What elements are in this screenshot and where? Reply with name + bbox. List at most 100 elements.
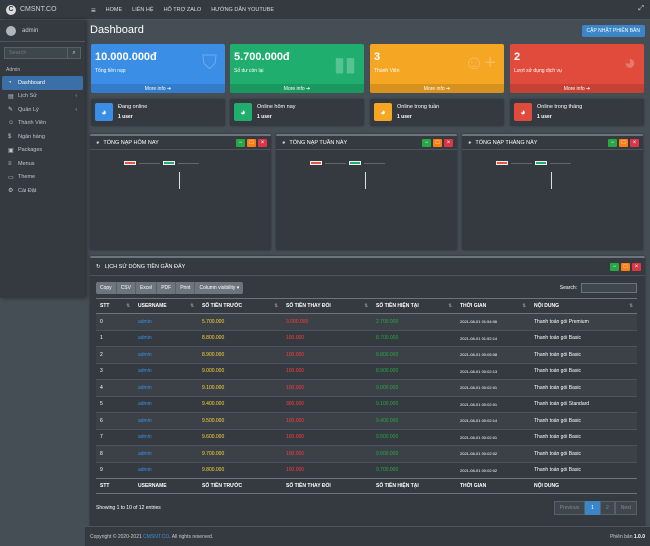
- table-cell[interactable]: admin: [134, 362, 198, 380]
- table-cell[interactable]: admin: [134, 346, 198, 363]
- sidebar-item-menu[interactable]: ≡ Menus: [2, 157, 83, 171]
- export-print-button[interactable]: Print: [176, 282, 196, 294]
- sort-icon[interactable]: ⇅: [126, 303, 130, 308]
- export-pdf-button[interactable]: PDF: [157, 282, 177, 294]
- column-header[interactable]: STT ⇅: [96, 298, 134, 314]
- table-cell[interactable]: admin: [134, 445, 198, 462]
- legend-swatch[interactable]: [496, 161, 508, 165]
- bag-icon: ⛉: [202, 52, 217, 74]
- history-table: STT ⇅ USERNAME ⇅ SỐ TIỀN TRƯỚC ⇅ SỐ TIỀN THAY …: [96, 298, 637, 494]
- table-cell[interactable]: admin: [134, 428, 198, 446]
- close-icon[interactable]: ×: [444, 139, 453, 147]
- column-footer: STT: [96, 478, 134, 494]
- maximize-icon[interactable]: □: [621, 263, 630, 271]
- sort-icon[interactable]: ⇅: [448, 303, 452, 308]
- nav-link-home[interactable]: HOME: [105, 7, 123, 13]
- close-icon[interactable]: ×: [632, 263, 641, 271]
- more-info-link[interactable]: More info ➔: [510, 84, 644, 93]
- update-version-button[interactable]: CẬP NHẬT PHIÊN BẢN: [581, 25, 645, 37]
- table-header-row: STT ⇅ USERNAME ⇅ SỐ TIỀN TRƯỚC ⇅ SỐ TIỀN THAY …: [96, 298, 637, 314]
- close-icon[interactable]: ×: [630, 139, 639, 147]
- table-cell[interactable]: admin: [134, 412, 198, 429]
- legend-text: ———————: [511, 161, 532, 165]
- legend-text: ———————: [178, 161, 199, 165]
- nav-link-zalo[interactable]: HỖ TRỢ ZALO: [163, 7, 202, 13]
- table-search-input[interactable]: [581, 283, 637, 293]
- column-header[interactable]: NỘI DUNG ⇅: [530, 298, 637, 314]
- table-cell: 100.000: [282, 379, 372, 396]
- version-info: Phiên bản 1.0.0: [610, 534, 645, 540]
- sidebar-item-users[interactable]: ☺ Thành Viên: [2, 117, 83, 131]
- hamburger-menu-icon[interactable]: ≡: [91, 5, 96, 15]
- pie-icon: ◕: [514, 103, 532, 121]
- table-cell: 9.400.000: [198, 395, 282, 413]
- table-cell[interactable]: admin: [134, 395, 198, 413]
- table-cell[interactable]: admin: [134, 313, 198, 330]
- close-icon[interactable]: ×: [258, 139, 267, 147]
- column-header[interactable]: SỐ TIỀN TRƯỚC ⇅: [198, 298, 282, 314]
- table-cell: 4: [96, 379, 134, 396]
- nav-link-youtube[interactable]: HƯỚNG DẪN YOUTUBE: [211, 7, 274, 13]
- sidebar-item-label: Dashboard: [18, 79, 45, 86]
- sidebar-item-package[interactable]: ▣ Packages: [2, 144, 83, 158]
- chart-axis: [551, 172, 552, 189]
- column-header[interactable]: USERNAME ⇅: [134, 298, 198, 314]
- stat-box: 2 Lượt sử dụng dịch vụ ◕ More info ➔: [510, 44, 644, 93]
- export-copy-button[interactable]: Copy: [96, 282, 117, 294]
- stat-box: 5.700.000đ Số dư còn lại ▮▮ More info ➔: [230, 44, 364, 93]
- pager-previous-button[interactable]: Previous: [553, 501, 586, 515]
- table-cell: 2021-08-01 00:05:08: [456, 346, 530, 363]
- sidebar-item-manage[interactable]: ✎ Quản Lý ‹: [2, 103, 83, 117]
- legend-swatch[interactable]: [349, 161, 361, 165]
- export-excel-button[interactable]: Excel: [135, 282, 158, 294]
- table-cell: 8.900.000: [198, 346, 282, 363]
- column-header[interactable]: THỜI GIAN ⇅: [456, 298, 530, 314]
- menu-icon: ≡: [8, 160, 12, 167]
- fullscreen-icon[interactable]: ⤢: [638, 5, 644, 12]
- sort-icon[interactable]: ⇅: [190, 303, 194, 308]
- minimize-icon[interactable]: −: [610, 263, 619, 271]
- legend-swatch[interactable]: [535, 161, 547, 165]
- sidebar-search-input[interactable]: [4, 47, 68, 59]
- export-column-button[interactable]: Column visibility ▾: [195, 282, 244, 294]
- search-icon[interactable]: ⌕: [68, 47, 81, 59]
- sort-icon[interactable]: ⇅: [274, 303, 278, 308]
- sidebar-item-theme[interactable]: ▭ Theme: [2, 171, 83, 185]
- nav-link-contact[interactable]: LIÊN HỆ: [132, 7, 154, 13]
- sidebar-item-history[interactable]: ▤ Lịch Sử ‹: [2, 90, 83, 104]
- table-cell[interactable]: admin: [134, 329, 198, 347]
- column-header[interactable]: SỐ TIỀN HIỆN TẠI ⇅: [372, 298, 456, 314]
- sidebar-item-label: Theme: [18, 174, 36, 181]
- more-info-link[interactable]: More info ➔: [370, 84, 504, 93]
- table-cell[interactable]: admin: [134, 461, 198, 479]
- sidebar-item-settings[interactable]: ⚙ Cài Đặt: [2, 184, 83, 198]
- table-row: 9 admin 9.800.000 100.000 9.700.000 2021-08-0…: [96, 461, 637, 479]
- sort-icon[interactable]: ⇅: [629, 303, 633, 308]
- minimize-icon[interactable]: −: [422, 139, 431, 147]
- table-cell: 100.000: [282, 412, 372, 429]
- brand[interactable]: C CMSNT.CO: [0, 0, 85, 20]
- more-info-link[interactable]: More info ➔: [91, 84, 225, 93]
- maximize-icon[interactable]: □: [433, 139, 442, 147]
- sort-icon[interactable]: ⇅: [364, 303, 368, 308]
- stat-label: Tổng tiền nạp: [95, 68, 126, 74]
- pager-page-2[interactable]: 2: [599, 501, 615, 515]
- sort-icon[interactable]: ⇅: [522, 303, 526, 308]
- sidebar-item-bank[interactable]: $ Ngân hàng: [2, 130, 83, 144]
- minimize-icon[interactable]: −: [608, 139, 617, 147]
- export-csv-button[interactable]: CSV: [116, 282, 136, 294]
- pager-page-1[interactable]: 1: [585, 501, 600, 515]
- table-cell[interactable]: admin: [134, 379, 198, 396]
- maximize-icon[interactable]: □: [619, 139, 628, 147]
- pager-next-button[interactable]: Next: [614, 501, 637, 515]
- legend-swatch[interactable]: [163, 161, 175, 165]
- minimize-icon[interactable]: −: [236, 139, 245, 147]
- legend-swatch[interactable]: [310, 161, 322, 165]
- legend-swatch[interactable]: [124, 161, 136, 165]
- more-info-link[interactable]: More info ➔: [230, 84, 364, 93]
- column-header[interactable]: SỐ TIỀN THAY ĐỔI ⇅: [282, 298, 372, 314]
- sidebar-item-dashboard[interactable]: ◔ Dashboard: [2, 76, 83, 90]
- footer-link[interactable]: CMSNT.CO: [143, 533, 170, 540]
- user-panel[interactable]: admin: [0, 20, 85, 42]
- maximize-icon[interactable]: □: [247, 139, 256, 147]
